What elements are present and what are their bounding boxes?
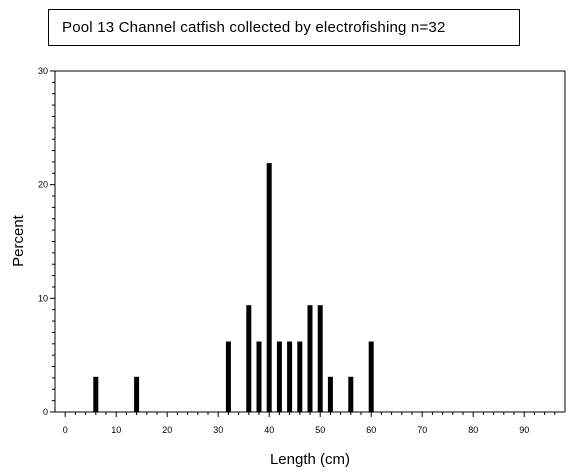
y-tick-label: 30 [38, 66, 48, 76]
bar [225, 341, 231, 412]
x-axis: 0 10 20 30 40 50 60 70 80 90 [63, 412, 556, 435]
bar [307, 305, 313, 412]
y-axis: 0 10 20 30 [38, 66, 55, 417]
bar [317, 305, 323, 412]
bar [93, 376, 99, 412]
bar [368, 341, 374, 412]
x-axis-title: Length (cm) [270, 451, 350, 468]
chart-title: Pool 13 Channel catfish collected by ele… [62, 19, 446, 36]
bar [327, 376, 333, 412]
x-tick-label: 50 [315, 425, 325, 435]
y-tick-label: 20 [38, 180, 48, 190]
x-tick-label: 10 [111, 425, 121, 435]
x-tick-label: 40 [264, 425, 274, 435]
y-tick-label: 10 [38, 293, 48, 303]
bar [348, 376, 354, 412]
x-tick-label: 90 [519, 425, 529, 435]
y-tick-label: 0 [43, 407, 48, 417]
bar [256, 341, 262, 412]
x-tick-label: 80 [468, 425, 478, 435]
bar [297, 341, 303, 412]
x-tick-label: 0 [63, 425, 68, 435]
bars-group [93, 163, 374, 412]
bar [134, 376, 140, 412]
x-tick-label: 70 [417, 425, 427, 435]
bar [276, 341, 282, 412]
chart-title-box: Pool 13 Channel catfish collected by ele… [48, 9, 520, 46]
bar [287, 341, 293, 412]
y-axis-title: Percent [10, 214, 27, 267]
x-tick-label: 30 [213, 425, 223, 435]
bar [266, 163, 272, 412]
x-tick-label: 60 [366, 425, 376, 435]
bar [246, 305, 252, 412]
x-tick-label: 20 [162, 425, 172, 435]
